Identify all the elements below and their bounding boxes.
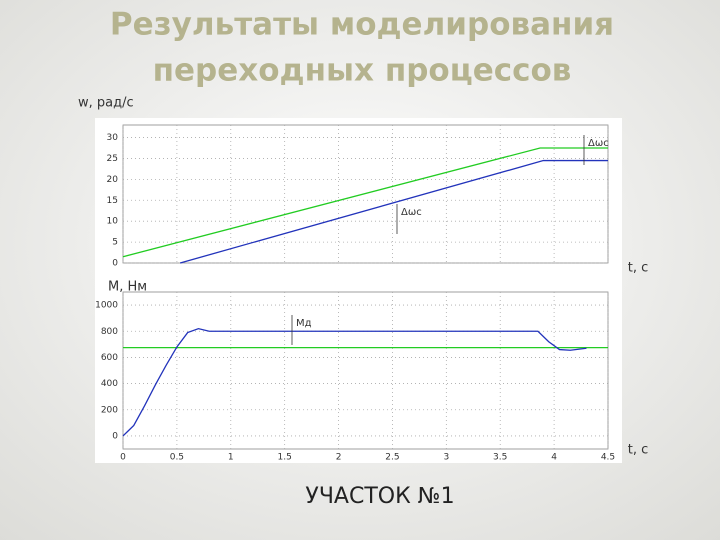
annotation: Mд [296, 318, 312, 329]
x-tick-label: 4.5 [601, 453, 615, 463]
slide-title: переходных процессов [153, 53, 572, 89]
y-axis-label: M, Нм [108, 280, 147, 295]
y-axis-label: w, рад/с [78, 96, 134, 111]
x-axis-label: t, с [628, 443, 649, 458]
y-tick-label: 0 [112, 259, 118, 269]
data-line [122, 147, 608, 258]
x-tick-label: 3.5 [493, 453, 507, 463]
y-tick-label: 0 [112, 431, 118, 441]
x-axis-label: t, с [628, 261, 649, 276]
x-tick-label: 0 [120, 453, 126, 463]
x-tick-label: 3 [443, 453, 449, 463]
annotation: Δωс [401, 207, 422, 218]
y-tick-label: 15 [107, 196, 118, 206]
y-tick-label: 20 [107, 175, 119, 185]
y-tick-label: 10 [107, 217, 119, 227]
x-tick-label: 2.5 [385, 453, 399, 463]
slide-title: Результаты моделирования [110, 7, 614, 43]
annotation: Δωс [588, 138, 609, 149]
x-tick-label: 0.5 [170, 453, 184, 463]
x-tick-label: 1.5 [278, 453, 292, 463]
x-tick-label: 2 [336, 453, 342, 463]
plot-frame [122, 291, 609, 450]
y-tick-label: 400 [101, 379, 118, 389]
y-tick-label: 5 [112, 238, 118, 248]
footer: УЧАСТОК №1 [305, 484, 454, 509]
x-tick-label: 4 [551, 453, 557, 463]
y-tick-label: 800 [101, 327, 118, 337]
x-tick-label: 1 [228, 453, 234, 463]
data-line [122, 327, 587, 437]
y-tick-label: 200 [101, 405, 118, 415]
y-tick-label: 30 [107, 133, 119, 143]
y-tick-label: 1000 [95, 301, 118, 311]
y-tick-label: 600 [101, 353, 118, 363]
data-line [179, 159, 608, 264]
y-tick-label: 25 [107, 154, 118, 164]
